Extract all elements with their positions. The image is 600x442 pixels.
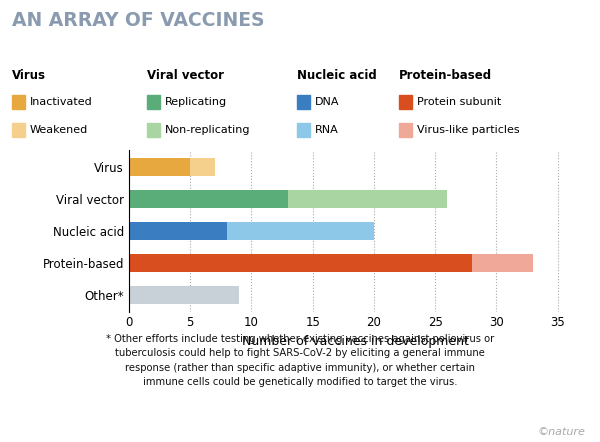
Text: Non-replicating: Non-replicating xyxy=(165,126,251,135)
Bar xyxy=(129,190,288,208)
Text: Viral vector: Viral vector xyxy=(147,69,224,81)
Text: Nucleic acid: Nucleic acid xyxy=(297,69,377,81)
Bar xyxy=(288,190,448,208)
Bar xyxy=(129,221,227,240)
Text: Protein subunit: Protein subunit xyxy=(417,97,501,107)
Text: ©nature: ©nature xyxy=(537,427,585,437)
Text: Virus: Virus xyxy=(12,69,46,81)
X-axis label: Number of vaccines in development: Number of vaccines in development xyxy=(242,335,469,348)
Bar xyxy=(129,158,190,176)
Text: Inactivated: Inactivated xyxy=(30,97,93,107)
Text: AN ARRAY OF VACCINES: AN ARRAY OF VACCINES xyxy=(12,11,265,30)
Text: * Other efforts include testing whether existing vaccines against poliovirus or
: * Other efforts include testing whether … xyxy=(106,334,494,387)
Bar xyxy=(227,221,374,240)
Text: Weakened: Weakened xyxy=(30,126,88,135)
Bar xyxy=(129,254,472,272)
Text: Replicating: Replicating xyxy=(165,97,227,107)
Bar xyxy=(472,254,533,272)
Text: RNA: RNA xyxy=(315,126,339,135)
Bar xyxy=(129,286,239,304)
Text: Protein-based: Protein-based xyxy=(399,69,492,81)
Text: DNA: DNA xyxy=(315,97,340,107)
Bar xyxy=(190,158,215,176)
Text: Virus-like particles: Virus-like particles xyxy=(417,126,520,135)
